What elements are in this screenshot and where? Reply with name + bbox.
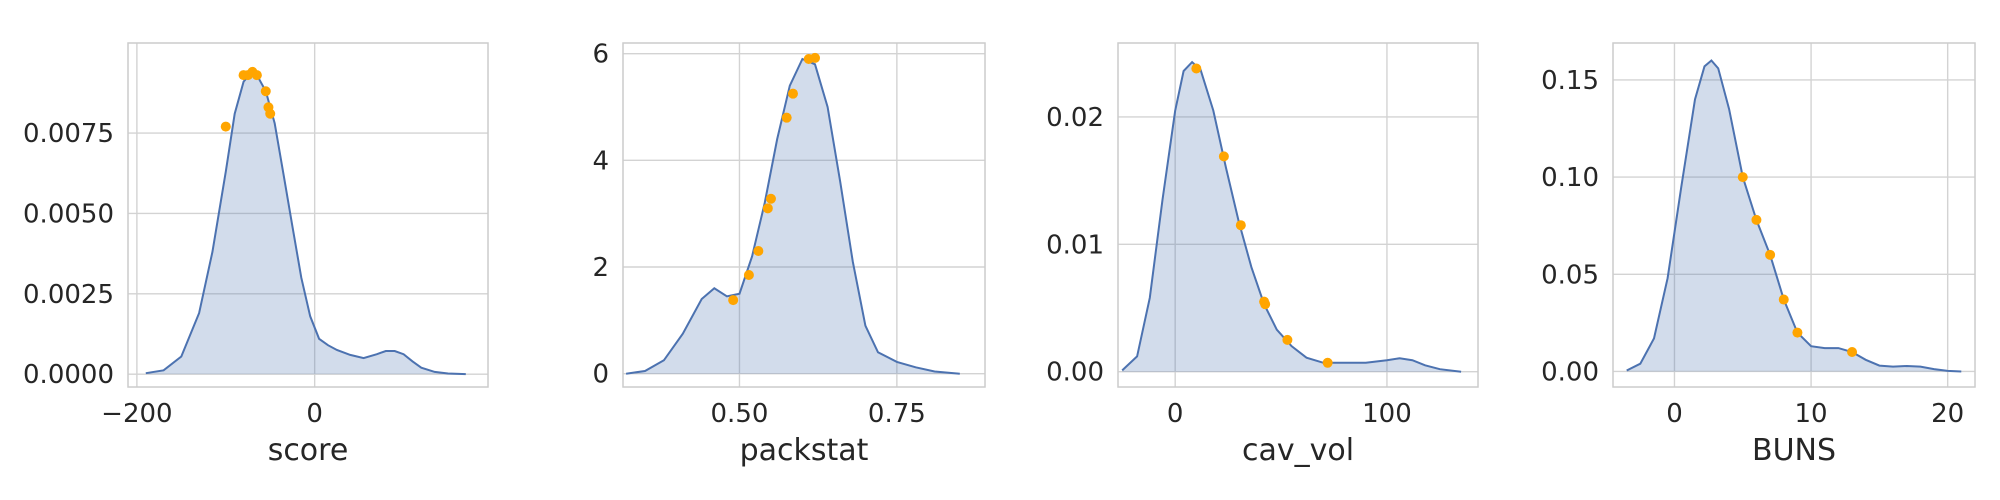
buns-sample-point [1847, 347, 1858, 358]
buns-sample-point [1765, 249, 1776, 260]
buns-ytick-label: 0.10 [1541, 163, 1599, 193]
buns-axes-frame [1612, 42, 1976, 388]
score-xlabel: score [268, 433, 349, 468]
score-xtick-label: −200 [101, 399, 172, 429]
cav-vol-ytick-label: 0.01 [1046, 230, 1104, 260]
score-density-curve [145, 72, 466, 376]
packstat-sample-point [762, 203, 773, 214]
packstat-panel: 0 2 4 6 0.50 0.75 packstat [592, 40, 986, 468]
buns-xtick-label: 0 [1666, 399, 1683, 429]
cav-vol-sample-point [1235, 220, 1246, 231]
packstat-xlabel: packstat [740, 433, 869, 468]
score-sample-point [260, 86, 271, 97]
buns-sample-point [1792, 327, 1803, 338]
score-ytick-label: 0.0050 [23, 199, 114, 229]
cav-vol-sample-point [1322, 357, 1333, 368]
cav-vol-sample-point [1218, 151, 1229, 162]
cav-vol-xtick-label: 0 [1167, 399, 1184, 429]
packstat-sample-point [728, 295, 739, 306]
buns-xtick-label: 20 [1931, 399, 1964, 429]
cav-vol-ytick-label: 0.00 [1046, 358, 1104, 388]
packstat-sample-point [753, 246, 764, 256]
cav-vol-ytick-label: 0.02 [1046, 103, 1104, 133]
packstat-density-fill [626, 59, 960, 374]
packstat-sample-point [743, 270, 754, 280]
packstat-ytick-label: 4 [592, 146, 609, 176]
cav-vol-xlabel: cav_vol [1242, 433, 1354, 468]
score-axes-frame [127, 42, 489, 388]
packstat-sample-point [781, 112, 792, 123]
score-xtick-label: 0 [306, 399, 323, 429]
packstat-sample-point [787, 88, 798, 99]
packstat-ytick-label: 2 [592, 253, 609, 283]
score-sample-point [251, 70, 262, 81]
cav-vol-sample-point [1260, 299, 1271, 310]
packstat-axes-frame [622, 42, 986, 388]
cav-vol-density-fill [1122, 62, 1462, 372]
cav-vol-sample-point [1191, 63, 1202, 74]
buns-sample-point [1751, 214, 1762, 225]
cav-vol-axes-frame [1117, 42, 1479, 388]
score-panel: 0.0000 0.0025 0.0050 0.0075 −200 0 score [23, 42, 489, 468]
cav-vol-xtick-label: 100 [1362, 399, 1412, 429]
packstat-xtick-label: 0.50 [711, 399, 769, 429]
buns-density-fill [1626, 60, 1962, 372]
buns-xtick-label: 10 [1795, 399, 1828, 429]
buns-xlabel: BUNS [1752, 433, 1836, 468]
score-sample-point [265, 108, 276, 119]
packstat-density-curve [625, 57, 960, 375]
packstat-xtick-label: 0.75 [868, 399, 926, 429]
cav-vol-sample-point [1282, 334, 1293, 345]
score-sample-point [220, 121, 231, 132]
buns-ytick-label: 0.15 [1541, 66, 1599, 96]
score-density-fill [145, 73, 466, 375]
packstat-sample-point [810, 52, 821, 63]
buns-sample-point [1778, 294, 1789, 305]
buns-panel: 0.00 0.05 0.10 0.15 0 10 20 BUNS [1541, 42, 1976, 468]
cav-vol-panel: 0.00 0.01 0.02 0 100 cav_vol [1046, 42, 1479, 468]
buns-ytick-label: 0.05 [1541, 260, 1599, 290]
packstat-ytick-label: 6 [592, 40, 609, 70]
packstat-ytick-label: 0 [592, 360, 609, 390]
buns-sample-point [1737, 172, 1748, 183]
score-ytick-label: 0.0025 [23, 280, 114, 310]
packstat-sample-point [765, 193, 776, 204]
score-ytick-label: 0.0075 [23, 119, 114, 149]
score-ytick-label: 0.0000 [23, 360, 114, 390]
buns-ytick-label: 0.00 [1541, 357, 1599, 387]
